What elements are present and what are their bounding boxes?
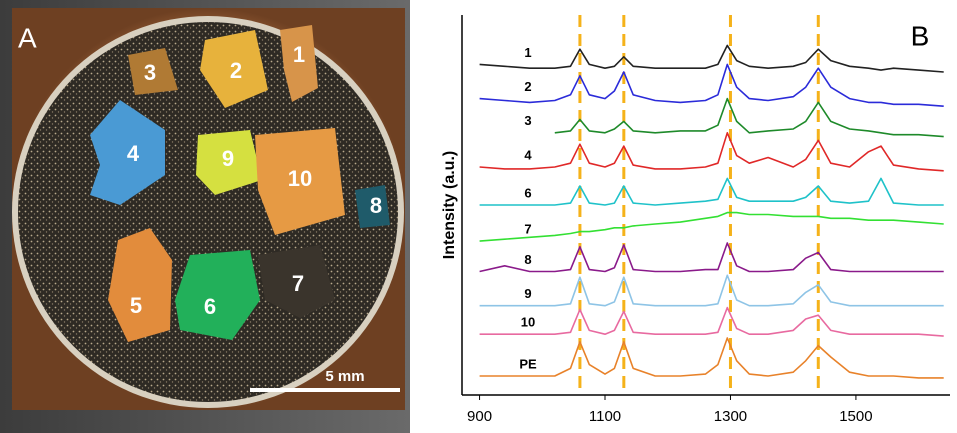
fragment — [196, 130, 262, 195]
series-label: PE — [519, 356, 537, 371]
x-tick-label: 1100 — [589, 408, 621, 425]
spectrum-line — [479, 177, 944, 206]
photo-panel: A 1 2 3 4 9 10 8 5 6 7 5 mm — [0, 0, 410, 433]
spectrum-line — [554, 97, 944, 138]
series-label: 6 — [524, 185, 531, 200]
panel-label: B — [911, 20, 930, 51]
fragment — [128, 48, 178, 95]
series-label: 8 — [524, 252, 531, 267]
spectrum-line — [479, 242, 944, 273]
fragment — [355, 185, 390, 228]
series-label: 4 — [524, 147, 532, 162]
spectrum-line — [479, 44, 944, 73]
fragment-label: 2 — [230, 58, 242, 83]
series-label: 1 — [524, 45, 531, 60]
fragment-label: 4 — [127, 141, 140, 166]
series-label: 2 — [524, 79, 531, 94]
series-label: 9 — [524, 286, 531, 301]
series-label: 10 — [521, 315, 535, 330]
panel-label: A — [18, 22, 37, 53]
spectrum-line — [479, 211, 944, 242]
fragment-label: 1 — [293, 42, 305, 67]
fragment-label: 5 — [130, 293, 142, 318]
fragment — [255, 128, 345, 235]
series-label: 3 — [524, 113, 531, 128]
x-tick-label: 1300 — [714, 408, 747, 425]
scale-bar-label: 5 mm — [325, 368, 364, 385]
spectrum-line — [479, 63, 944, 107]
fragment — [108, 228, 172, 342]
fragment-label: 9 — [222, 146, 234, 171]
chart-background — [410, 0, 957, 433]
fragment — [200, 30, 268, 108]
spectrum-line — [479, 337, 944, 379]
chart: Intensity (a.u.) B 1 2 3 4 6 7 8 9 10 PE 900 1100 13… — [410, 0, 957, 433]
fragment-label: 3 — [144, 60, 156, 85]
spectrum-line — [479, 132, 944, 172]
spectrum-line — [479, 306, 944, 337]
x-tick-label: 1500 — [839, 408, 872, 425]
fragment-label: 10 — [288, 166, 312, 191]
x-tick-label: 900 — [467, 408, 492, 425]
y-axis-label: Intensity (a.u.) — [441, 151, 458, 259]
spectrum-line — [479, 274, 944, 307]
fragment-label: 6 — [204, 294, 216, 319]
scale-bar — [250, 388, 400, 392]
fragment — [280, 25, 318, 102]
fragment-label: 7 — [292, 271, 304, 296]
fragment-label: 8 — [370, 193, 382, 218]
fragment — [175, 250, 260, 340]
fragment — [90, 100, 165, 205]
fragment — [258, 245, 335, 318]
series-label: 7 — [524, 222, 531, 237]
